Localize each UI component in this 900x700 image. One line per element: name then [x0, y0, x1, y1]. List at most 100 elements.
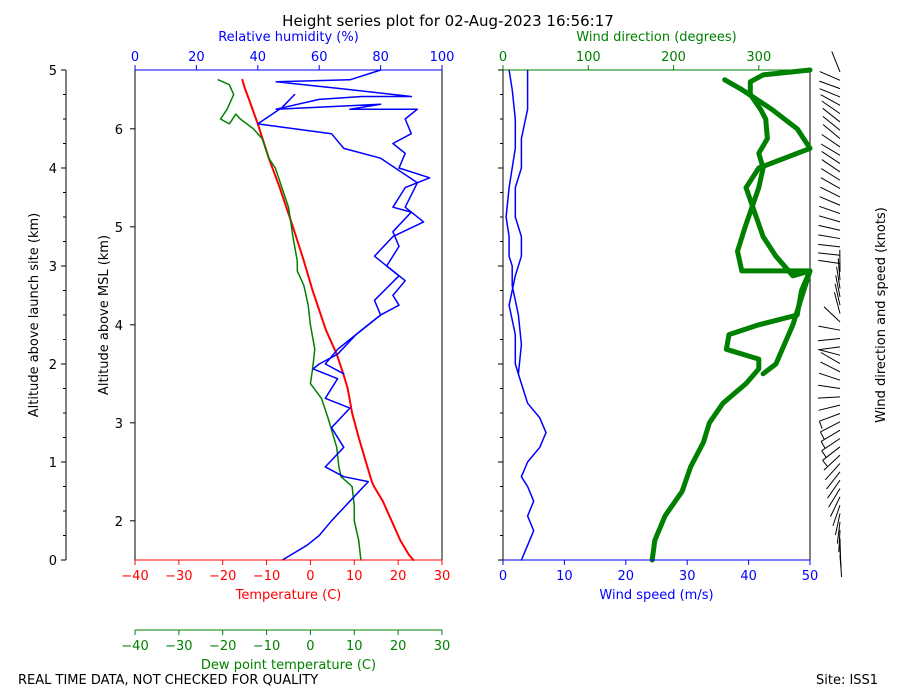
- wind-barb: [820, 94, 841, 106]
- wind-barb: [821, 159, 841, 173]
- series-temperature: [241, 78, 415, 561]
- tick-label: 10: [556, 569, 573, 584]
- wind-barb: [834, 283, 841, 306]
- tick-label: 0: [499, 569, 507, 584]
- wind-panel: 0 10 20 30 40 50 Wind speed (m/s) 0 100 200 300 Win…: [498, 30, 818, 603]
- site-tick-label: 4: [49, 162, 57, 177]
- wind-barb: [824, 463, 841, 481]
- series-wind-direction: [649, 67, 813, 563]
- wind-barb-panel: Wind direction and speed (knots): [817, 51, 889, 578]
- tick-label: 0: [131, 50, 139, 65]
- series-wind-direction-descent: [722, 77, 813, 377]
- tick-label: 50: [802, 569, 819, 584]
- wind-barb-flag: [820, 441, 826, 449]
- wind-barb: [820, 352, 841, 364]
- barb-axis-title: Wind direction and speed (knots): [874, 207, 889, 423]
- msl-tick-label: 4: [115, 319, 123, 334]
- tick-label: 20: [618, 569, 635, 584]
- wind-barb: [827, 479, 841, 499]
- tick-label: 30: [679, 569, 696, 584]
- tick-label: −10: [253, 569, 280, 584]
- wind-barb: [835, 275, 841, 297]
- wind-barb: [826, 471, 841, 490]
- tick-label: −30: [165, 639, 192, 654]
- tick-label: 30: [434, 569, 451, 584]
- tick-label: −20: [209, 639, 236, 654]
- series-relative-humidity-descent: [257, 93, 425, 375]
- wind-barb: [836, 521, 841, 544]
- wind-barb: [818, 384, 841, 389]
- tick-label: 60: [311, 50, 328, 65]
- wind-barb: [818, 372, 841, 381]
- tick-label: 20: [188, 50, 205, 65]
- wind-barb: [830, 496, 841, 517]
- wind-barb: [822, 124, 841, 139]
- tick-label: 10: [346, 569, 363, 584]
- wind-barb: [819, 71, 841, 81]
- tick-label: 200: [661, 50, 686, 65]
- wind-barb: [834, 513, 841, 536]
- wind-barb: [820, 177, 841, 190]
- tick-label: 100: [576, 50, 601, 65]
- wind-barb-flag: [822, 459, 828, 467]
- msl-tick-label: 6: [115, 123, 123, 138]
- wind-barb: [822, 107, 841, 123]
- wind-barb: [818, 404, 841, 411]
- tick-label: 100: [430, 50, 455, 65]
- wind-barb: [822, 116, 841, 131]
- wind-barb: [818, 252, 841, 256]
- tick-label: 80: [372, 50, 389, 65]
- tick-label: 40: [250, 50, 267, 65]
- wind-barb: [821, 100, 841, 115]
- msl-tick-label: 2: [115, 515, 123, 530]
- tick-label: 40: [740, 569, 757, 584]
- msl-tick-label: 5: [115, 221, 123, 236]
- wind-barb: [832, 504, 841, 527]
- tick-label: 300: [746, 50, 771, 65]
- wind-barb: [818, 338, 841, 342]
- humidity-axis-title: Relative humidity (%): [218, 30, 359, 45]
- wind-barb: [820, 186, 841, 198]
- wind-barb: [820, 421, 841, 433]
- wind-barb: [819, 413, 841, 422]
- wind-barb-flag: [821, 450, 827, 458]
- direction-axis-title: Wind direction (degrees): [576, 30, 736, 45]
- wind-barb: [818, 243, 841, 248]
- wind-barb: [819, 205, 841, 215]
- wind-barb: [819, 196, 841, 206]
- wind-barb: [836, 266, 841, 289]
- wind-barb: [818, 234, 841, 240]
- tick-label: 30: [434, 639, 451, 654]
- chart-title: Height series plot for 02-Aug-2023 16:56…: [282, 12, 614, 30]
- tick-label: 0: [306, 639, 314, 654]
- site-tick-label: 0: [49, 554, 57, 569]
- msl-axis-title: Altitude above MSL (km): [97, 235, 112, 395]
- wind-barb: [837, 258, 841, 281]
- wind-barb: [818, 346, 841, 351]
- wind-barb: [823, 454, 841, 471]
- quality-note: REAL TIME DATA, NOT CHECKED FOR QUALITY: [18, 673, 319, 688]
- wind-barb-flag: [819, 431, 825, 440]
- wind-barb: [818, 325, 841, 331]
- wind-barb: [818, 259, 841, 265]
- wind-barb: [818, 349, 841, 356]
- wind-barb: [831, 51, 841, 73]
- tick-label: 0: [499, 50, 507, 65]
- wind-barb-flag: [818, 421, 823, 429]
- temperature-axis-title: Temperature (C): [235, 588, 342, 603]
- site-axis-title: Altitude above launch site (km): [27, 213, 42, 417]
- wind-barb: [820, 429, 841, 442]
- wind-barb: [817, 396, 841, 399]
- series-wind-speed-descent: [505, 69, 523, 375]
- wind-barb: [823, 306, 841, 323]
- wind-barb: [821, 438, 841, 452]
- speed-axis-title: Wind speed (m/s): [599, 588, 713, 603]
- wind-barb: [819, 88, 841, 98]
- dewpoint-axis-title: Dew point temperature (C): [201, 658, 376, 673]
- wind-barb: [822, 446, 841, 461]
- tick-label: 10: [346, 639, 363, 654]
- wind-barb: [818, 224, 841, 231]
- site-tick-label: 1: [49, 456, 57, 471]
- site-label: Site: ISS1: [816, 673, 879, 688]
